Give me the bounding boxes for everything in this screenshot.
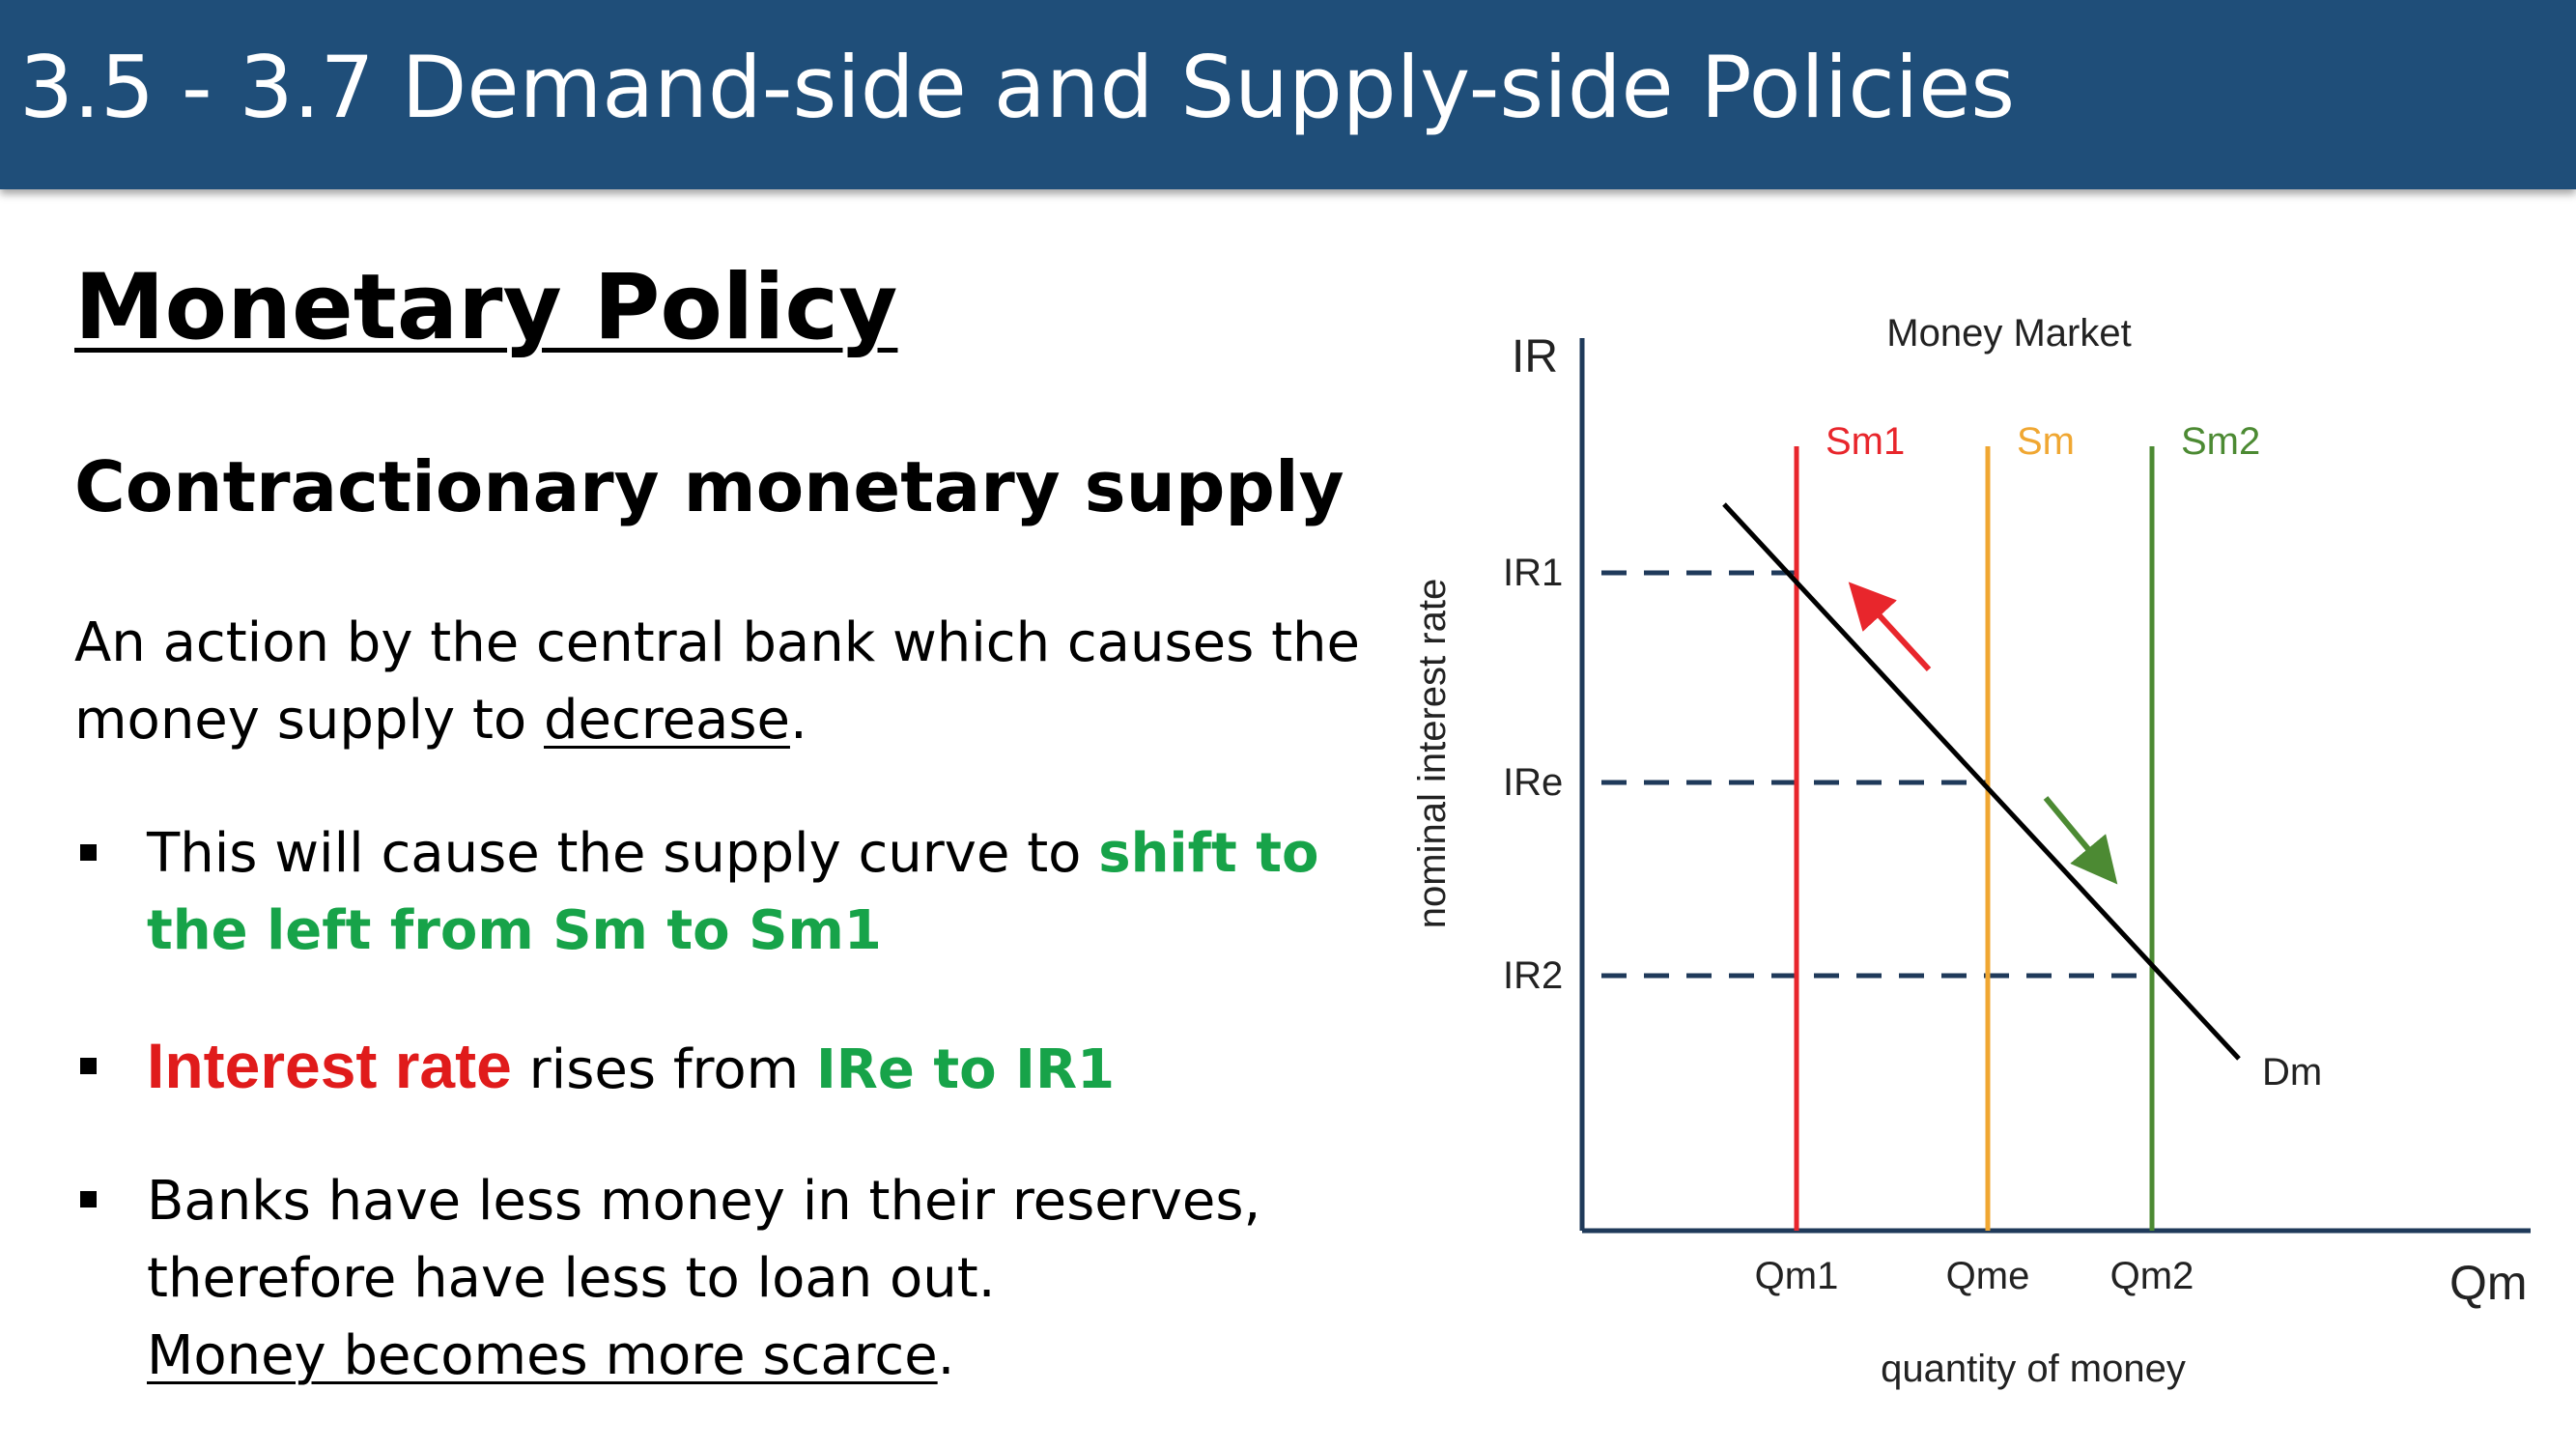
bullet-1-highlight-1: shift to xyxy=(1098,822,1319,885)
intro-line-2-suffix: . xyxy=(789,689,807,752)
bullet-2-middle-text: rises from xyxy=(511,1038,816,1101)
x-axis-end-label: Qm xyxy=(2449,1256,2528,1310)
up-left-arrow xyxy=(1848,582,1932,672)
bullet-3-line-2: therefore have less to loan out. xyxy=(147,1247,996,1310)
intro-line-1: An action by the central bank which caus… xyxy=(74,611,1360,674)
bullet-marker xyxy=(80,1191,97,1208)
bullet-3: Banks have less money in their reserves,… xyxy=(147,1163,1260,1395)
y-tick-label: IRe xyxy=(1503,761,1563,804)
bullet-marker xyxy=(80,1058,97,1074)
chart-marks: Sm1 Sm Sm2 Dm IR1 IRe IR2 Qm1 Qme Qm2 IR Qm Money Ma… xyxy=(1411,312,2531,1390)
bullet-2-green-text: IRe to IR1 xyxy=(815,1038,1116,1101)
x-tick-label: Qm2 xyxy=(2110,1255,2194,1297)
bullet-3-underlined: Money becomes more scarce xyxy=(147,1324,938,1387)
bullet-3-suffix: . xyxy=(937,1324,955,1387)
intro-underlined-word: decrease xyxy=(543,689,790,752)
y-axis-end-label: IR xyxy=(1512,331,1558,383)
y-tick-label: IR2 xyxy=(1503,954,1563,997)
slide-title: 3.5 - 3.7 Demand-side and Supply-side Po… xyxy=(19,38,2016,137)
x-tick-label: Qm1 xyxy=(1755,1255,1839,1297)
bullet-2-red-text: Interest rate xyxy=(147,1030,512,1101)
x-axis-title: quantity of money xyxy=(1881,1348,2186,1390)
demand-curve-dm xyxy=(1722,502,2241,1061)
title-bar: 3.5 - 3.7 Demand-side and Supply-side Po… xyxy=(0,0,2576,189)
supply-curve-label: Sm2 xyxy=(2181,420,2260,463)
x-tick-label: Qme xyxy=(1946,1255,2030,1297)
intro-paragraph: An action by the central bank which caus… xyxy=(74,605,1360,759)
down-right-arrow xyxy=(2043,796,2118,885)
bullet-1: This will cause the supply curve to shif… xyxy=(147,815,1319,970)
money-market-chart: Sm1 Sm Sm2 Dm IR1 IRe IR2 Qm1 Qme Qm2 IR Qm Money Ma… xyxy=(1411,312,2531,1390)
section-heading: Monetary Policy xyxy=(74,255,898,360)
intro-line-2-prefix: money supply to xyxy=(74,689,544,752)
bullet-2: Interest rate rises from IRe to IR1 xyxy=(147,1027,1115,1109)
bullet-3-line-1: Banks have less money in their reserves, xyxy=(147,1170,1261,1233)
bullet-marker xyxy=(80,844,97,861)
demand-curve-label: Dm xyxy=(2262,1051,2322,1094)
section-subheading: Contractionary monetary supply xyxy=(74,446,1345,527)
supply-curve-label: Sm xyxy=(2017,420,2075,463)
bullet-1-highlight-2: the left from Sm to Sm1 xyxy=(147,899,882,962)
chart-title: Money Market xyxy=(1886,312,2131,355)
y-tick-label: IR1 xyxy=(1503,552,1563,594)
y-axis-title: nominal interest rate xyxy=(1411,579,1454,928)
supply-curve-label: Sm1 xyxy=(1826,420,1905,463)
bullet-1-text: This will cause the supply curve to xyxy=(147,822,1099,885)
